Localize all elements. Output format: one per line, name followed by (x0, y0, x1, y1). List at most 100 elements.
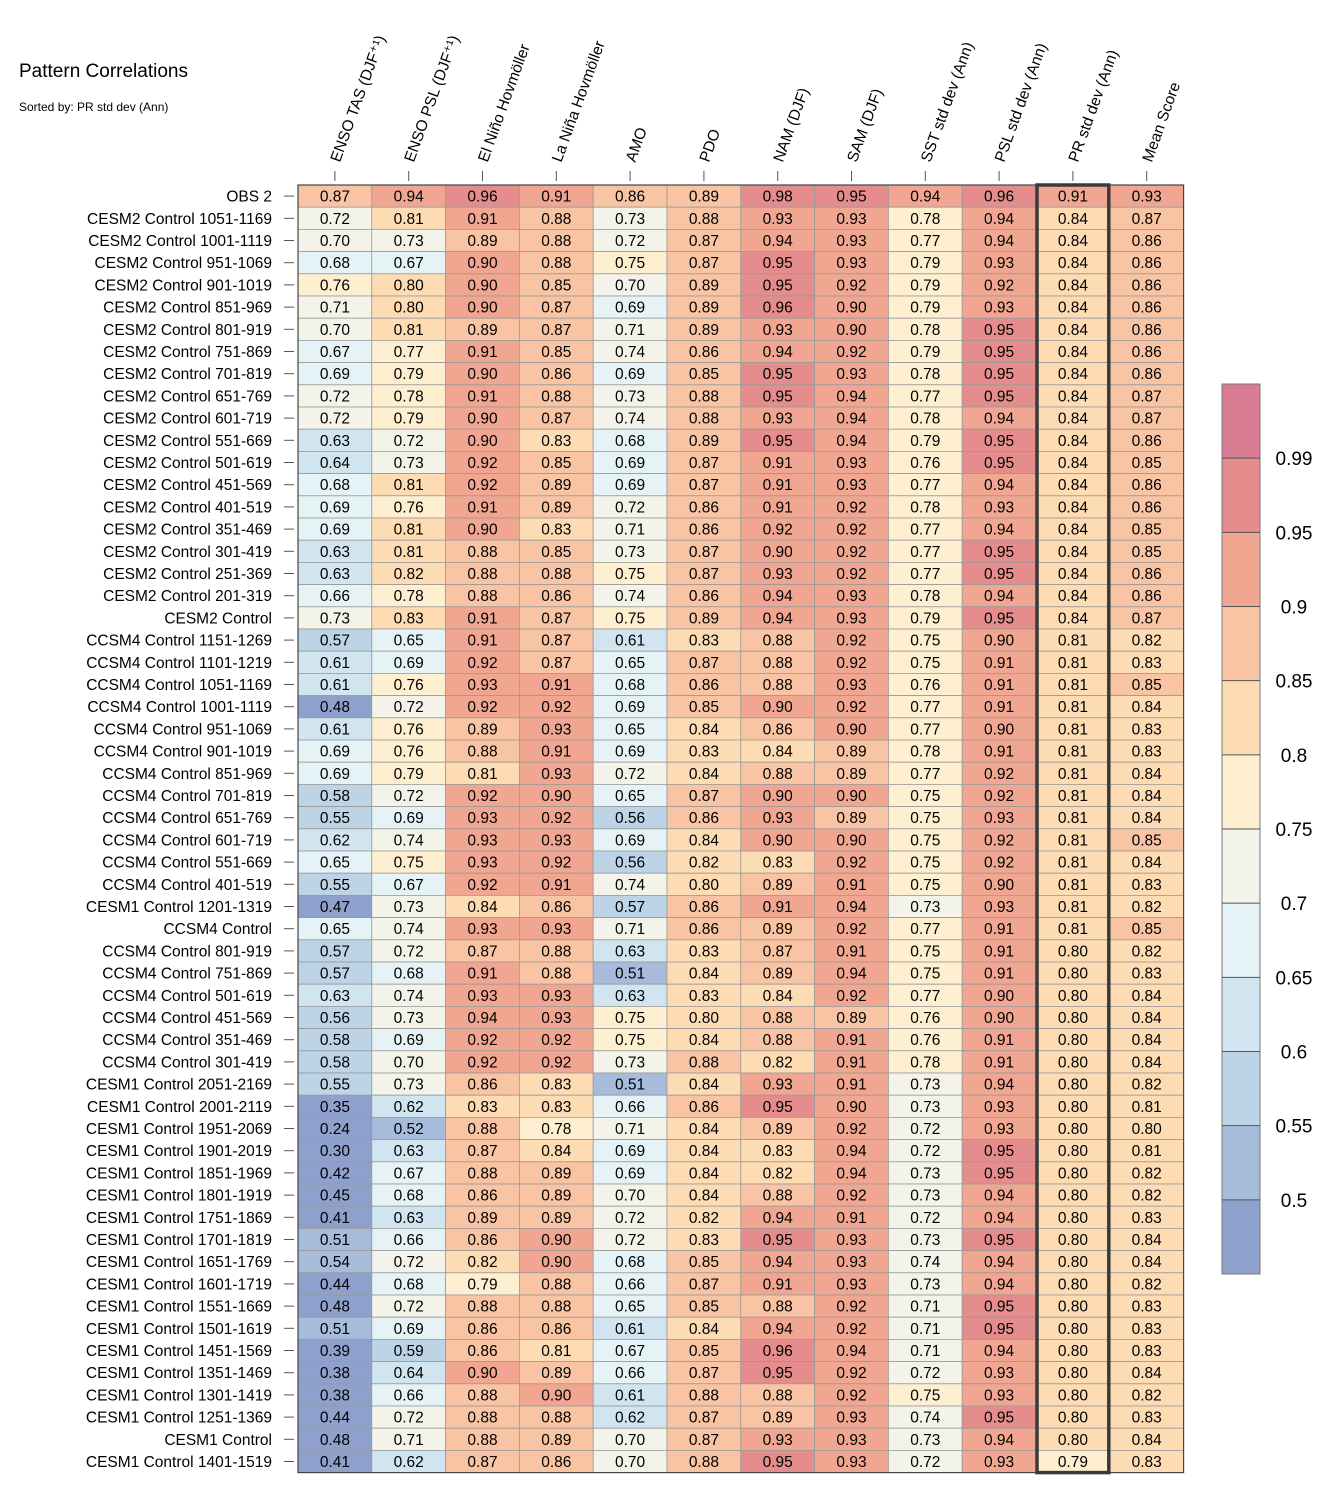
row-label: CESM2 Control 901-1019 (95, 277, 273, 294)
cell-value: 0.84 (689, 1121, 720, 1138)
cell-value: 0.82 (1132, 633, 1162, 650)
cell-value: 0.90 (467, 522, 498, 539)
row-label: CESM1 Control 1401-1519 (86, 1454, 272, 1471)
cell-value: 0.93 (836, 211, 866, 228)
row-label: CESM2 Control 401-519 (103, 499, 272, 516)
cell-value: 0.95 (763, 1099, 793, 1116)
cell-value: 0.90 (467, 255, 498, 272)
cell-value: 0.83 (689, 943, 719, 960)
cell-value: 0.69 (320, 366, 350, 383)
cell-value: 0.83 (1132, 1210, 1162, 1227)
cell-value: 0.88 (689, 1454, 719, 1471)
cell-value: 0.78 (910, 1054, 940, 1071)
cell-value: 0.93 (984, 1121, 1014, 1138)
cell-value: 0.75 (910, 1387, 940, 1404)
cell-value: 0.95 (763, 255, 793, 272)
cell-value: 0.86 (1132, 366, 1162, 383)
cell-value: 0.69 (615, 1143, 645, 1160)
cell-value: 0.92 (984, 832, 1014, 849)
cell-value: 0.91 (763, 1276, 793, 1293)
cell-value: 0.41 (320, 1454, 350, 1471)
cell-value: 0.86 (689, 921, 719, 938)
cell-value: 0.88 (763, 1032, 793, 1049)
cell-value: 0.92 (836, 544, 866, 561)
cell-value: 0.87 (1132, 388, 1162, 405)
cell-value: 0.93 (836, 1254, 866, 1271)
cell-value: 0.51 (320, 1232, 350, 1249)
cell-value: 0.81 (1132, 1143, 1162, 1160)
cell-value: 0.77 (910, 766, 940, 783)
row-label: CESM2 Control 751-869 (103, 344, 272, 361)
cell-value: 0.87 (541, 322, 571, 339)
cell-value: 0.94 (984, 522, 1015, 539)
cell-value: 0.88 (763, 655, 793, 672)
cell-value: 0.92 (541, 810, 571, 827)
cell-value: 0.84 (1132, 699, 1163, 716)
cell-value: 0.84 (1058, 566, 1089, 583)
cell-value: 0.90 (541, 788, 572, 805)
cell-value: 0.77 (910, 988, 940, 1005)
cell-value: 0.80 (1058, 1032, 1089, 1049)
cell-value: 0.88 (763, 633, 793, 650)
colorbar-tick-label: 0.7 (1281, 894, 1307, 915)
cell-value: 0.90 (467, 366, 498, 383)
cell-value: 0.89 (689, 189, 719, 206)
cell-value: 0.88 (541, 943, 571, 960)
cell-value: 0.73 (394, 455, 424, 472)
cell-value: 0.73 (910, 1432, 940, 1449)
cell-value: 0.91 (984, 699, 1014, 716)
cell-value: 0.38 (320, 1387, 350, 1404)
row-label: CESM2 Control 501-619 (103, 455, 272, 472)
cell-value: 0.95 (984, 322, 1014, 339)
cell-value: 0.92 (836, 921, 866, 938)
cell-value: 0.48 (320, 1299, 350, 1316)
cell-value: 0.62 (394, 1099, 424, 1116)
cell-value: 0.88 (763, 1299, 793, 1316)
cell-value: 0.86 (1132, 499, 1162, 516)
cell-value: 0.81 (1058, 721, 1088, 738)
cell-value: 0.78 (910, 588, 940, 605)
column-label: SST std dev (Ann) (918, 40, 977, 165)
cell-value: 0.90 (836, 322, 867, 339)
cell-value: 0.88 (541, 1410, 571, 1427)
cell-value: 0.81 (1058, 899, 1088, 916)
cell-value: 0.71 (320, 300, 350, 317)
cell-value: 0.89 (763, 877, 793, 894)
cell-value: 0.94 (984, 1432, 1015, 1449)
cell-value: 0.92 (763, 522, 793, 539)
cell-value: 0.94 (836, 388, 867, 405)
cell-value: 0.81 (394, 544, 424, 561)
cell-value: 0.92 (836, 1365, 866, 1382)
cell-value: 0.93 (836, 610, 866, 627)
cell-value: 0.74 (615, 588, 646, 605)
cell-value: 0.84 (1058, 344, 1089, 361)
row-label: CCSM4 Control 951-1069 (94, 721, 272, 738)
colorbar-tick-label: 0.65 (1276, 968, 1313, 989)
cell-value: 0.88 (763, 1387, 793, 1404)
cell-value: 0.63 (320, 566, 350, 583)
row-label: CESM1 Control (164, 1432, 272, 1449)
cell-value: 0.76 (910, 1010, 940, 1027)
cell-value: 0.75 (910, 633, 940, 650)
cell-value: 0.90 (541, 1387, 572, 1404)
cell-value: 0.93 (836, 677, 866, 694)
cell-value: 0.89 (763, 966, 793, 983)
cell-value: 0.58 (320, 1032, 350, 1049)
cell-value: 0.87 (689, 477, 719, 494)
cell-value: 0.92 (836, 855, 866, 872)
cell-value: 0.93 (541, 921, 571, 938)
cell-value: 0.76 (910, 1032, 940, 1049)
cell-value: 0.93 (984, 810, 1014, 827)
cell-value: 0.89 (763, 1121, 793, 1138)
cell-value: 0.80 (1058, 1321, 1089, 1338)
cell-value: 0.84 (1058, 388, 1089, 405)
row-label: CESM1 Control 1551-1669 (86, 1299, 272, 1316)
cell-value: 0.73 (320, 610, 350, 627)
cell-value: 0.80 (1058, 1143, 1089, 1160)
cell-value: 0.69 (615, 699, 645, 716)
cell-value: 0.84 (1132, 1032, 1163, 1049)
cell-value: 0.76 (320, 277, 350, 294)
cell-value: 0.84 (689, 721, 720, 738)
cell-value: 0.94 (763, 233, 794, 250)
cell-value: 0.65 (615, 788, 645, 805)
